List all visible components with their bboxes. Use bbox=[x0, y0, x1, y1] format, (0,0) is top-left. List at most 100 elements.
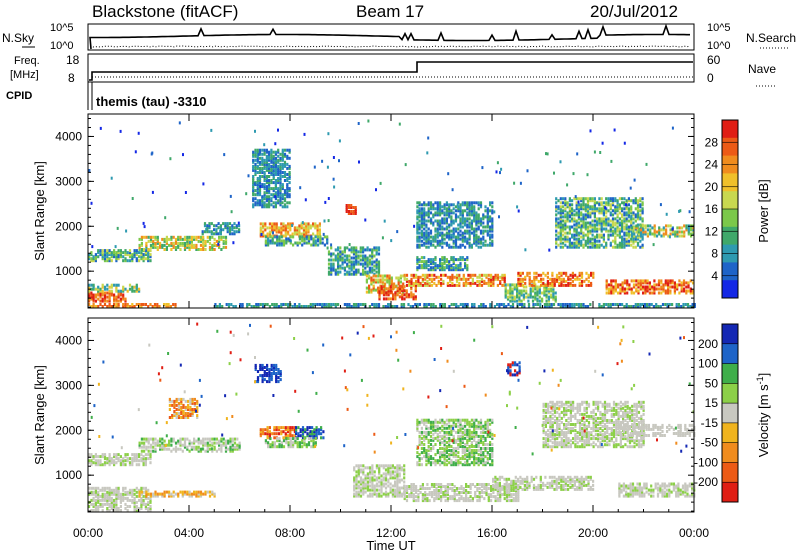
heatmap-cell bbox=[365, 491, 367, 494]
heatmap-cell bbox=[432, 258, 434, 261]
heatmap-cell bbox=[273, 364, 275, 367]
heatmap-cell bbox=[292, 426, 294, 429]
heatmap-cell bbox=[406, 274, 408, 277]
freq-left-tick-bottom: 8 bbox=[68, 71, 75, 85]
heatmap-cell bbox=[631, 226, 633, 229]
heatmap-cell bbox=[184, 491, 186, 494]
heatmap-cell bbox=[533, 276, 535, 279]
heatmap-cell bbox=[639, 203, 641, 206]
heatmap-cell bbox=[458, 282, 460, 285]
heatmap-cell bbox=[271, 372, 273, 375]
heatmap-cell bbox=[441, 232, 443, 235]
heatmap-cell bbox=[576, 303, 578, 306]
heatmap-cell bbox=[578, 197, 580, 200]
heatmap-cell bbox=[569, 226, 571, 229]
heatmap-cell bbox=[430, 201, 432, 204]
heatmap-cell bbox=[204, 240, 206, 243]
heatmap-cell bbox=[522, 278, 524, 281]
heatmap-cell bbox=[587, 246, 589, 249]
heatmap-cell bbox=[426, 280, 428, 283]
heatmap-cell bbox=[270, 149, 272, 152]
heatmap-cell bbox=[369, 259, 371, 262]
heatmap-cell bbox=[467, 274, 469, 277]
heatmap-cell bbox=[453, 303, 455, 306]
heatmap-cell bbox=[154, 442, 156, 445]
heatmap-cell bbox=[289, 157, 291, 160]
heatmap-cell bbox=[364, 271, 366, 274]
heatmap-cell bbox=[585, 203, 587, 206]
heatmap-cell bbox=[145, 242, 147, 245]
heatmap-cell bbox=[225, 236, 227, 239]
heatmap-cell bbox=[180, 398, 182, 401]
heatmap-cell bbox=[632, 217, 634, 220]
heatmap-cell bbox=[90, 487, 92, 490]
heatmap-cell bbox=[603, 303, 605, 306]
heatmap-cell bbox=[332, 253, 334, 256]
heatmap-cell bbox=[346, 271, 348, 274]
heatmap-cell bbox=[198, 240, 200, 243]
heatmap-cell bbox=[148, 236, 150, 239]
colorbar-swatch bbox=[722, 280, 738, 298]
heatmap-cell bbox=[97, 286, 99, 289]
heatmap-cell bbox=[428, 207, 430, 210]
heatmap-cell bbox=[527, 294, 529, 297]
heatmap-cell bbox=[318, 428, 320, 431]
heatmap-cell bbox=[466, 264, 468, 267]
heatmap-cell bbox=[614, 205, 616, 208]
heatmap-cell bbox=[257, 149, 259, 152]
heatmap-cell bbox=[453, 203, 455, 206]
heatmap-cell bbox=[306, 443, 308, 446]
heatmap-cell bbox=[193, 438, 195, 441]
heatmap-cell bbox=[548, 288, 550, 291]
heatmap-cell bbox=[419, 258, 421, 261]
heatmap-cell bbox=[428, 232, 430, 235]
heatmap-cell bbox=[273, 222, 275, 225]
heatmap-cell bbox=[277, 380, 279, 383]
heatmap-cell bbox=[416, 209, 418, 212]
heatmap-cell bbox=[469, 217, 471, 220]
heatmap-cell bbox=[497, 284, 499, 287]
heatmap-cell bbox=[324, 201, 326, 204]
heatmap-cell bbox=[658, 226, 660, 229]
heatmap-cell bbox=[135, 150, 137, 153]
heatmap-cell bbox=[220, 224, 222, 227]
heatmap-cell bbox=[623, 207, 625, 210]
heatmap-cell bbox=[460, 278, 462, 281]
heatmap-cell bbox=[478, 201, 480, 204]
heatmap-cell bbox=[315, 437, 317, 440]
heatmap-cell bbox=[360, 255, 362, 258]
heatmap-cell bbox=[260, 303, 262, 306]
heatmap-cell bbox=[426, 151, 428, 154]
heatmap-cell bbox=[605, 242, 607, 245]
heatmap-cell bbox=[438, 224, 440, 227]
heatmap-cell bbox=[683, 288, 685, 291]
heatmap-cell bbox=[626, 303, 628, 306]
heatmap-cell bbox=[491, 201, 493, 204]
heatmap-cell bbox=[390, 239, 392, 242]
heatmap-cell bbox=[596, 234, 598, 237]
heatmap-cell bbox=[489, 234, 491, 237]
heatmap-cell bbox=[289, 165, 291, 168]
heatmap-cell bbox=[273, 436, 275, 439]
heatmap-cell bbox=[587, 173, 589, 176]
heatmap-cell bbox=[551, 272, 553, 275]
heatmap-cell bbox=[369, 485, 371, 488]
heatmap-cell bbox=[277, 155, 279, 158]
heatmap-cell bbox=[204, 491, 206, 494]
heatmap-cell bbox=[678, 279, 680, 282]
heatmap-cell bbox=[184, 242, 186, 245]
heatmap-cell bbox=[441, 226, 443, 229]
heatmap-cell bbox=[266, 203, 268, 206]
heatmap-cell bbox=[388, 287, 390, 290]
heatmap-cell bbox=[596, 217, 598, 220]
heatmap-cell bbox=[388, 297, 390, 300]
heatmap-cell bbox=[483, 280, 485, 283]
heatmap-cell bbox=[539, 300, 541, 303]
heatmap-cell bbox=[573, 172, 575, 175]
heatmap-cell bbox=[596, 228, 598, 231]
heatmap-cell bbox=[501, 303, 503, 306]
heatmap-cell bbox=[474, 282, 476, 285]
heatmap-cell bbox=[127, 497, 129, 500]
heatmap-cell bbox=[403, 303, 405, 306]
heatmap-cell bbox=[446, 201, 448, 204]
